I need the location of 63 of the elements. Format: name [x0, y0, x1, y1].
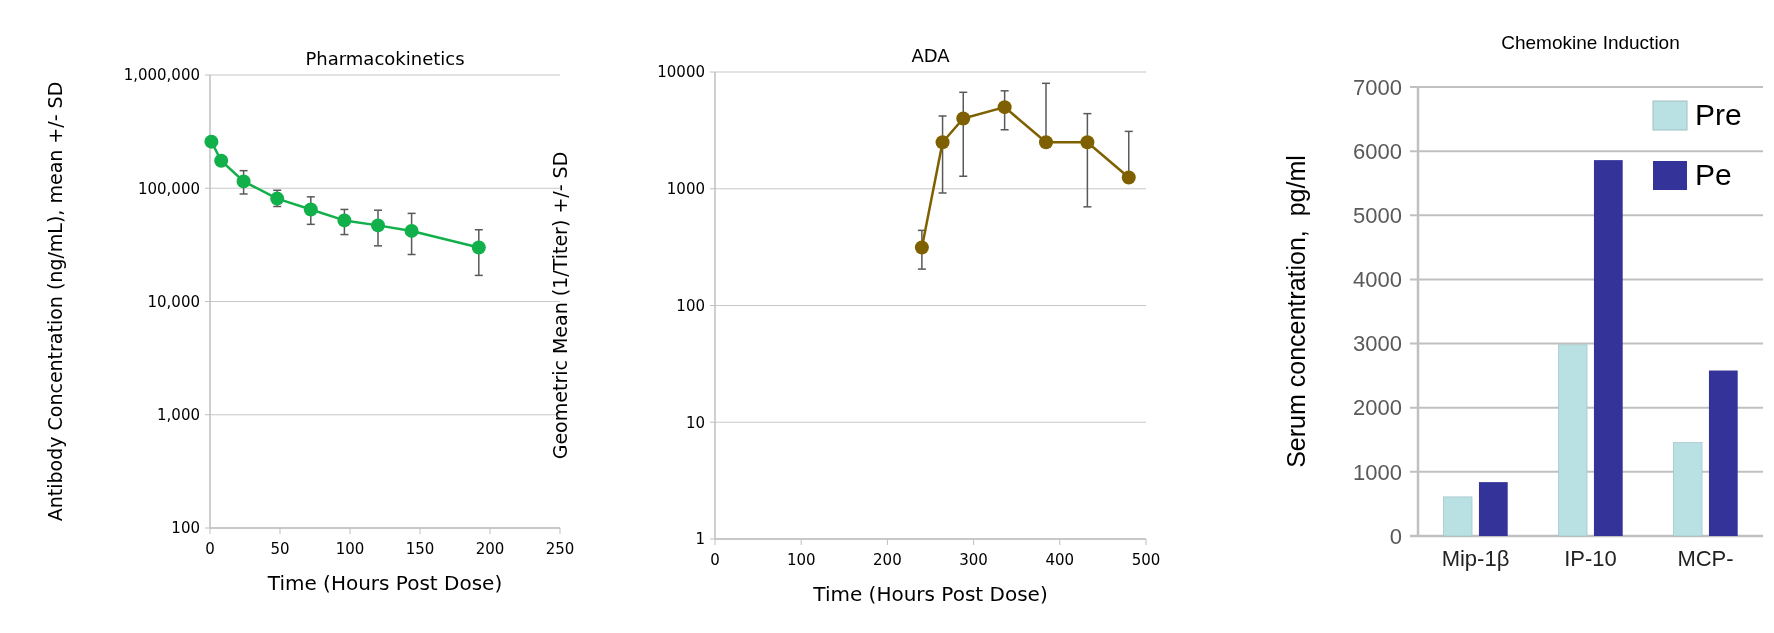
x-tick-label: 400	[1045, 551, 1075, 569]
x-tick-label: 100	[335, 540, 365, 558]
y-tick-label: 100	[676, 296, 705, 315]
point	[337, 213, 352, 228]
y-tick-label: 4000	[1353, 267, 1402, 293]
x-tick-label: 300	[959, 551, 988, 569]
point	[1121, 170, 1136, 185]
point	[914, 240, 929, 255]
y-tick-label: 1	[695, 530, 705, 549]
x-tick-label: 200	[475, 540, 505, 558]
y-tick-label: 100,000	[137, 179, 200, 198]
x-axis-title: Time (Hours Post Dose)	[812, 582, 1048, 606]
y-tick-label: 5000	[1353, 202, 1402, 228]
point	[1080, 135, 1095, 150]
y-tick-label: 1,000	[157, 406, 200, 424]
y-tick-label: 10000	[657, 63, 705, 82]
y-tick-label: 10,000	[147, 292, 200, 311]
y-tick-label: 1,000,000	[123, 66, 200, 85]
x-tick-label: 500	[1131, 551, 1161, 569]
y-tick-label: 3000	[1353, 331, 1402, 357]
bar	[1443, 496, 1473, 537]
legend-label: Pre	[1695, 98, 1742, 131]
point	[204, 134, 219, 149]
y-tick-label: 1000	[666, 180, 705, 198]
x-tick-label: MCP-	[1677, 546, 1734, 571]
y-axis-title: Geometric Mean (1/Titer) +/- SD	[549, 151, 571, 460]
x-tick-label: 250	[545, 540, 575, 558]
bar	[1673, 442, 1703, 537]
point	[404, 223, 419, 238]
bar	[1558, 344, 1588, 537]
chart-title: Chemokine Induction	[1501, 32, 1680, 53]
point	[214, 153, 229, 168]
x-tick-label: 0	[205, 540, 215, 558]
chart-title: ADA	[911, 45, 951, 66]
point	[956, 111, 971, 126]
bar	[1708, 370, 1738, 536]
chart-title: Pharmacokinetics	[305, 48, 465, 69]
y-tick-label: 6000	[1353, 138, 1402, 164]
point	[471, 240, 486, 255]
y-tick-label: 100	[171, 519, 200, 538]
point	[1039, 135, 1054, 150]
x-tick-label: 200	[873, 551, 902, 569]
point	[303, 202, 318, 217]
y-axis-title: Serum concentration, pg/ml	[1281, 155, 1310, 468]
x-tick-label: 50	[270, 540, 290, 558]
x-tick-label: IP-10	[1564, 546, 1617, 571]
point	[935, 135, 950, 150]
y-axis-title: Antibody Concentration (ng/mL), mean +/- SD	[44, 81, 66, 522]
y-tick-label: 7000	[1353, 74, 1402, 100]
x-axis-title: Time (Hours Post Dose)	[266, 571, 503, 595]
point	[236, 174, 251, 189]
x-tick-label: Mip-1β	[1441, 546, 1510, 571]
x-tick-label: 100	[786, 551, 816, 569]
point	[371, 218, 385, 233]
legend-label: Pe	[1695, 158, 1732, 191]
point	[997, 100, 1012, 115]
x-tick-label: 150	[405, 540, 435, 558]
bar	[1593, 160, 1623, 536]
y-tick-label: 2000	[1353, 395, 1402, 421]
y-tick-label: 10	[685, 413, 705, 432]
y-tick-label: 1000	[1353, 459, 1402, 485]
bar	[1478, 482, 1508, 536]
x-tick-label: 0	[710, 551, 720, 569]
